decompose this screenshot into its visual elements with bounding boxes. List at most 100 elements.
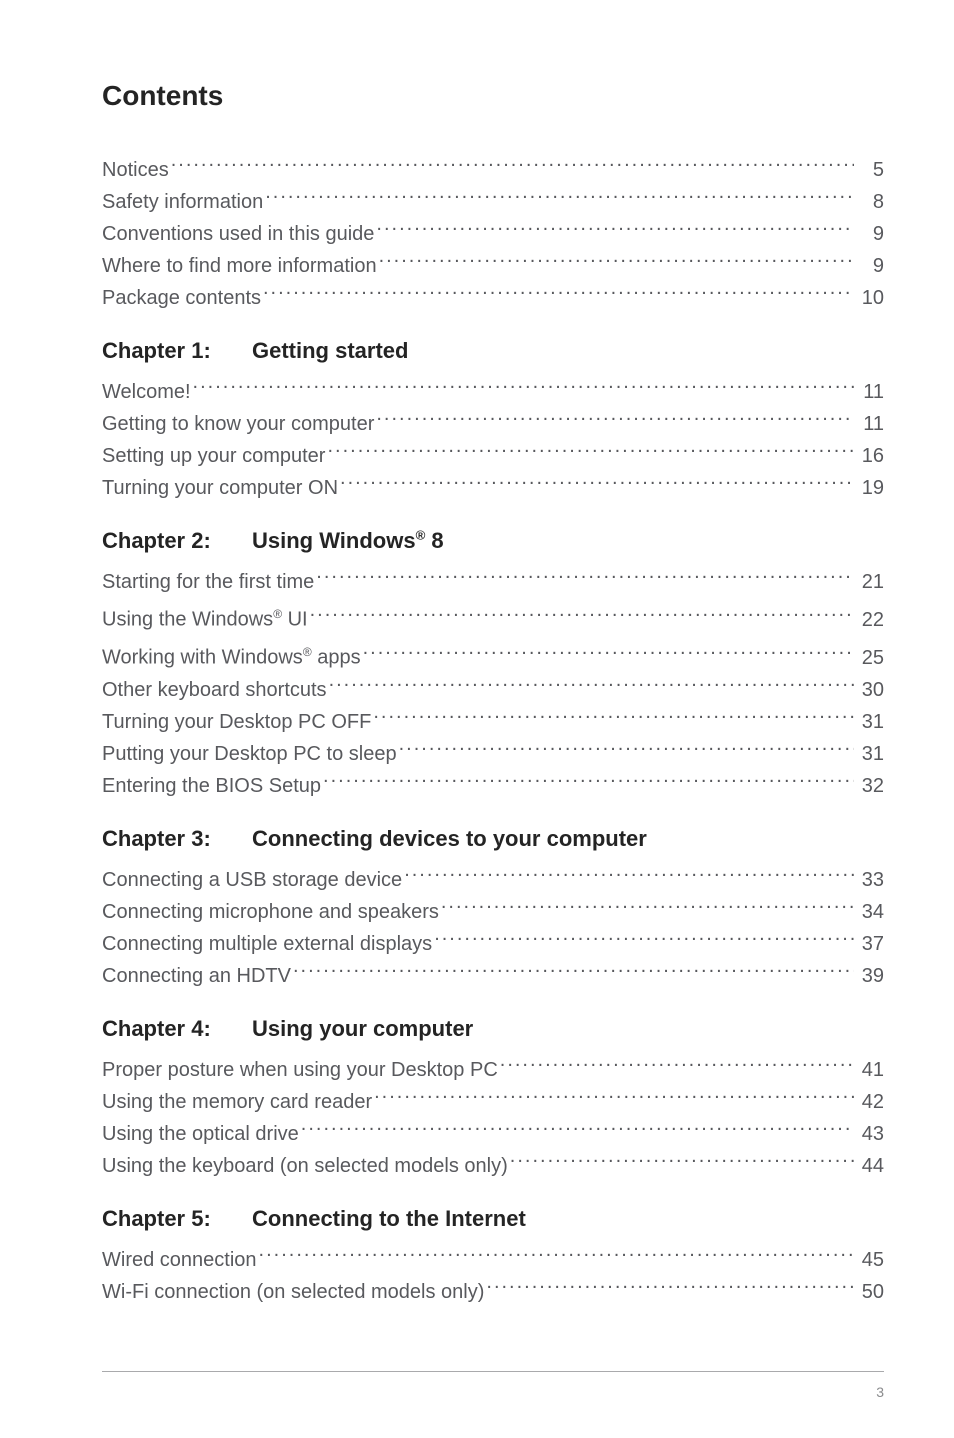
toc-entry-page: 9: [856, 250, 884, 282]
toc-leader-dots: [363, 644, 854, 664]
toc-leader-dots: [441, 898, 854, 918]
toc-row: Using the memory card reader 42: [102, 1086, 884, 1118]
toc-entry-text: Connecting multiple external displays: [102, 928, 432, 960]
toc-entry-text: Conventions used in this guide: [102, 218, 374, 250]
toc-leader-dots: [486, 1278, 854, 1298]
toc-entry-page: 50: [856, 1276, 884, 1308]
toc-leader-dots: [259, 1246, 854, 1266]
toc-entry-page: 5: [856, 154, 884, 186]
toc-entry-page: 34: [856, 896, 884, 928]
toc-row: Turning your computer ON 19: [102, 472, 884, 504]
toc-leader-dots: [373, 708, 854, 728]
toc-row: Using the Windows® UI 22: [102, 598, 884, 636]
toc-entry-text: Wi-Fi connection (on selected models onl…: [102, 1276, 484, 1308]
page-number: 3: [876, 1384, 884, 1400]
toc-leader-dots: [376, 410, 854, 430]
chapter-heading: Chapter 5:Connecting to the Internet: [102, 1206, 884, 1232]
toc-entry-page: 11: [856, 408, 884, 440]
toc-row: Working with Windows® apps 25: [102, 636, 884, 674]
toc-entry-text: Safety information: [102, 186, 263, 218]
chapter-section: Starting for the first time 21Using the …: [102, 566, 884, 801]
chapter-heading: Chapter 1:Getting started: [102, 338, 884, 364]
chapters-container: Chapter 1:Getting startedWelcome! 11Gett…: [102, 338, 884, 1308]
toc-entry-text: Connecting microphone and speakers: [102, 896, 439, 928]
toc-entry-text: Connecting an HDTV: [102, 960, 291, 992]
toc-row: Starting for the first time 21: [102, 566, 884, 598]
toc-entry-page: 45: [856, 1244, 884, 1276]
toc-entry-text: Entering the BIOS Setup: [102, 770, 321, 802]
toc-leader-dots: [293, 962, 854, 982]
toc-entry-page: 21: [856, 566, 884, 598]
toc-row: Entering the BIOS Setup 32: [102, 770, 884, 802]
front-matter-section: Notices 5Safety information 8Conventions…: [102, 154, 884, 314]
toc-entry-text: Turning your Desktop PC OFF: [102, 706, 371, 738]
chapter-title: Using Windows® 8: [252, 528, 444, 553]
toc-entry-page: 19: [856, 472, 884, 504]
toc-entry-text: Working with Windows® apps: [102, 636, 361, 674]
toc-entry-text: Putting your Desktop PC to sleep: [102, 738, 397, 770]
toc-entry-page: 43: [856, 1118, 884, 1150]
toc-leader-dots: [316, 568, 854, 588]
toc-leader-dots: [379, 252, 854, 272]
toc-leader-dots: [434, 930, 854, 950]
toc-row: Proper posture when using your Desktop P…: [102, 1054, 884, 1086]
toc-leader-dots: [510, 1152, 854, 1172]
toc-leader-dots: [376, 220, 854, 240]
toc-leader-dots: [374, 1088, 854, 1108]
page-title: Contents: [102, 80, 884, 112]
chapter-title: Using your computer: [252, 1016, 473, 1041]
toc-row: Using the keyboard (on selected models o…: [102, 1150, 884, 1182]
chapter-label: Chapter 3:: [102, 826, 252, 852]
toc-entry-page: 41: [856, 1054, 884, 1086]
toc-leader-dots: [327, 442, 854, 462]
toc-leader-dots: [404, 866, 854, 886]
toc-entry-page: 30: [856, 674, 884, 706]
chapter-heading: Chapter 2:Using Windows® 8: [102, 528, 884, 554]
toc-leader-dots: [263, 284, 854, 304]
chapter-heading: Chapter 3:Connecting devices to your com…: [102, 826, 884, 852]
toc-entry-text: Connecting a USB storage device: [102, 864, 402, 896]
toc-leader-dots: [310, 606, 854, 626]
toc-entry-page: 31: [856, 738, 884, 770]
toc-entry-text: Using the Windows® UI: [102, 598, 308, 636]
toc-entry-page: 33: [856, 864, 884, 896]
toc-row: Connecting multiple external displays 37: [102, 928, 884, 960]
chapter-title: Connecting to the Internet: [252, 1206, 526, 1231]
toc-leader-dots: [399, 740, 854, 760]
chapter-title: Connecting devices to your computer: [252, 826, 647, 851]
toc-entry-text: Starting for the first time: [102, 566, 314, 598]
toc-row: Safety information 8: [102, 186, 884, 218]
toc-row: Other keyboard shortcuts 30: [102, 674, 884, 706]
toc-entry-page: 39: [856, 960, 884, 992]
toc-entry-page: 8: [856, 186, 884, 218]
chapter-title: Getting started: [252, 338, 408, 363]
toc-entry-page: 25: [856, 642, 884, 674]
chapter-label: Chapter 5:: [102, 1206, 252, 1232]
footer-rule: [102, 1371, 884, 1372]
toc-entry-text: Package contents: [102, 282, 261, 314]
chapter-heading: Chapter 4:Using your computer: [102, 1016, 884, 1042]
toc-leader-dots: [340, 474, 854, 494]
toc-entry-text: Where to find more information: [102, 250, 377, 282]
toc-entry-page: 11: [856, 376, 884, 408]
toc-row: Connecting a USB storage device 33: [102, 864, 884, 896]
toc-entry-text: Using the keyboard (on selected models o…: [102, 1150, 508, 1182]
toc-row: Wired connection 45: [102, 1244, 884, 1276]
toc-row: Putting your Desktop PC to sleep 31: [102, 738, 884, 770]
toc-row: Conventions used in this guide 9: [102, 218, 884, 250]
toc-entry-text: Getting to know your computer: [102, 408, 374, 440]
toc-entry-text: Proper posture when using your Desktop P…: [102, 1054, 498, 1086]
toc-entry-text: Other keyboard shortcuts: [102, 674, 327, 706]
toc-row: Connecting microphone and speakers 34: [102, 896, 884, 928]
toc-row: Turning your Desktop PC OFF 31: [102, 706, 884, 738]
toc-leader-dots: [171, 156, 854, 176]
toc-entry-text: Turning your computer ON: [102, 472, 338, 504]
toc-entry-text: Using the memory card reader: [102, 1086, 372, 1118]
toc-entry-text: Setting up your computer: [102, 440, 325, 472]
toc-row: Setting up your computer 16: [102, 440, 884, 472]
toc-row: Welcome! 11: [102, 376, 884, 408]
toc-entry-page: 31: [856, 706, 884, 738]
toc-entry-text: Wired connection: [102, 1244, 257, 1276]
toc-entry-page: 37: [856, 928, 884, 960]
toc-entry-page: 9: [856, 218, 884, 250]
